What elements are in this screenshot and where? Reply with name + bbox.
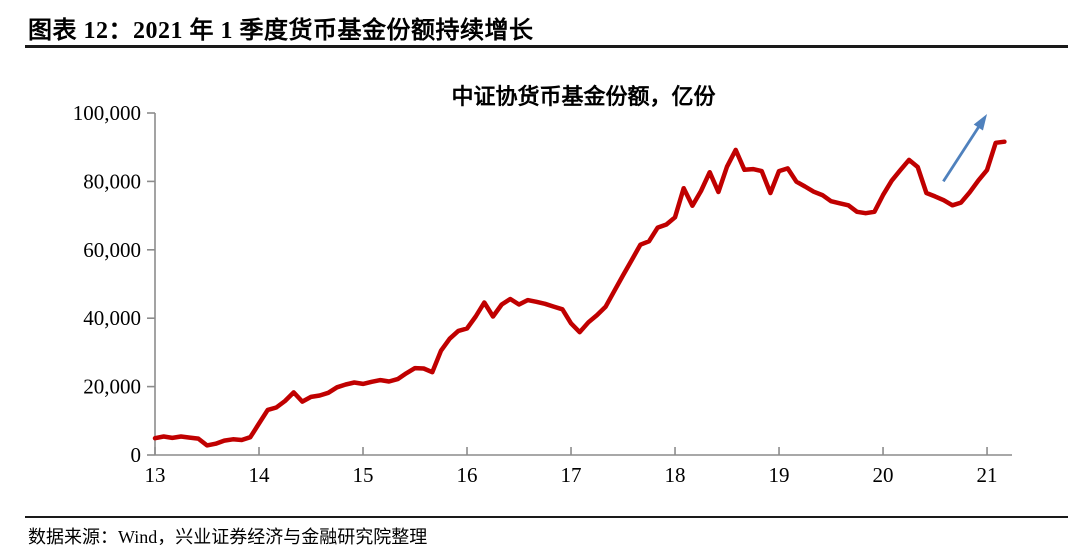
growth-arrow-shaft — [942, 123, 982, 183]
growth-arrow-head-icon — [973, 114, 988, 131]
x-tick-label: 19 — [769, 463, 790, 487]
chart-title: 中证协货币基金份额，亿份 — [451, 84, 716, 109]
x-tick-label: 17 — [561, 463, 582, 487]
y-tick-label: 60,000 — [83, 238, 141, 262]
y-tick-label: 100,000 — [73, 101, 141, 125]
y-tick-label: 80,000 — [83, 169, 141, 193]
x-tick-label: 18 — [665, 463, 686, 487]
footer-divider — [25, 516, 1068, 518]
data-source-note: 数据来源：Wind，兴业证券经济与金融研究院整理 — [28, 527, 428, 547]
figure-caption: 图表 12：2021 年 1 季度货币基金份额持续增长 — [28, 18, 534, 44]
x-tick-label: 20 — [873, 463, 894, 487]
x-tick-label: 13 — [145, 463, 166, 487]
x-tick-label: 21 — [977, 463, 998, 487]
y-tick-label: 40,000 — [83, 306, 141, 330]
caption-divider — [25, 45, 1068, 49]
fund-share-line — [152, 139, 1007, 448]
x-tick-label: 15 — [353, 463, 374, 487]
x-tick-label: 14 — [249, 463, 271, 487]
y-tick-label: 20,000 — [83, 375, 141, 399]
y-tick-label: 0 — [131, 443, 142, 467]
x-tick-label: 16 — [457, 463, 478, 487]
